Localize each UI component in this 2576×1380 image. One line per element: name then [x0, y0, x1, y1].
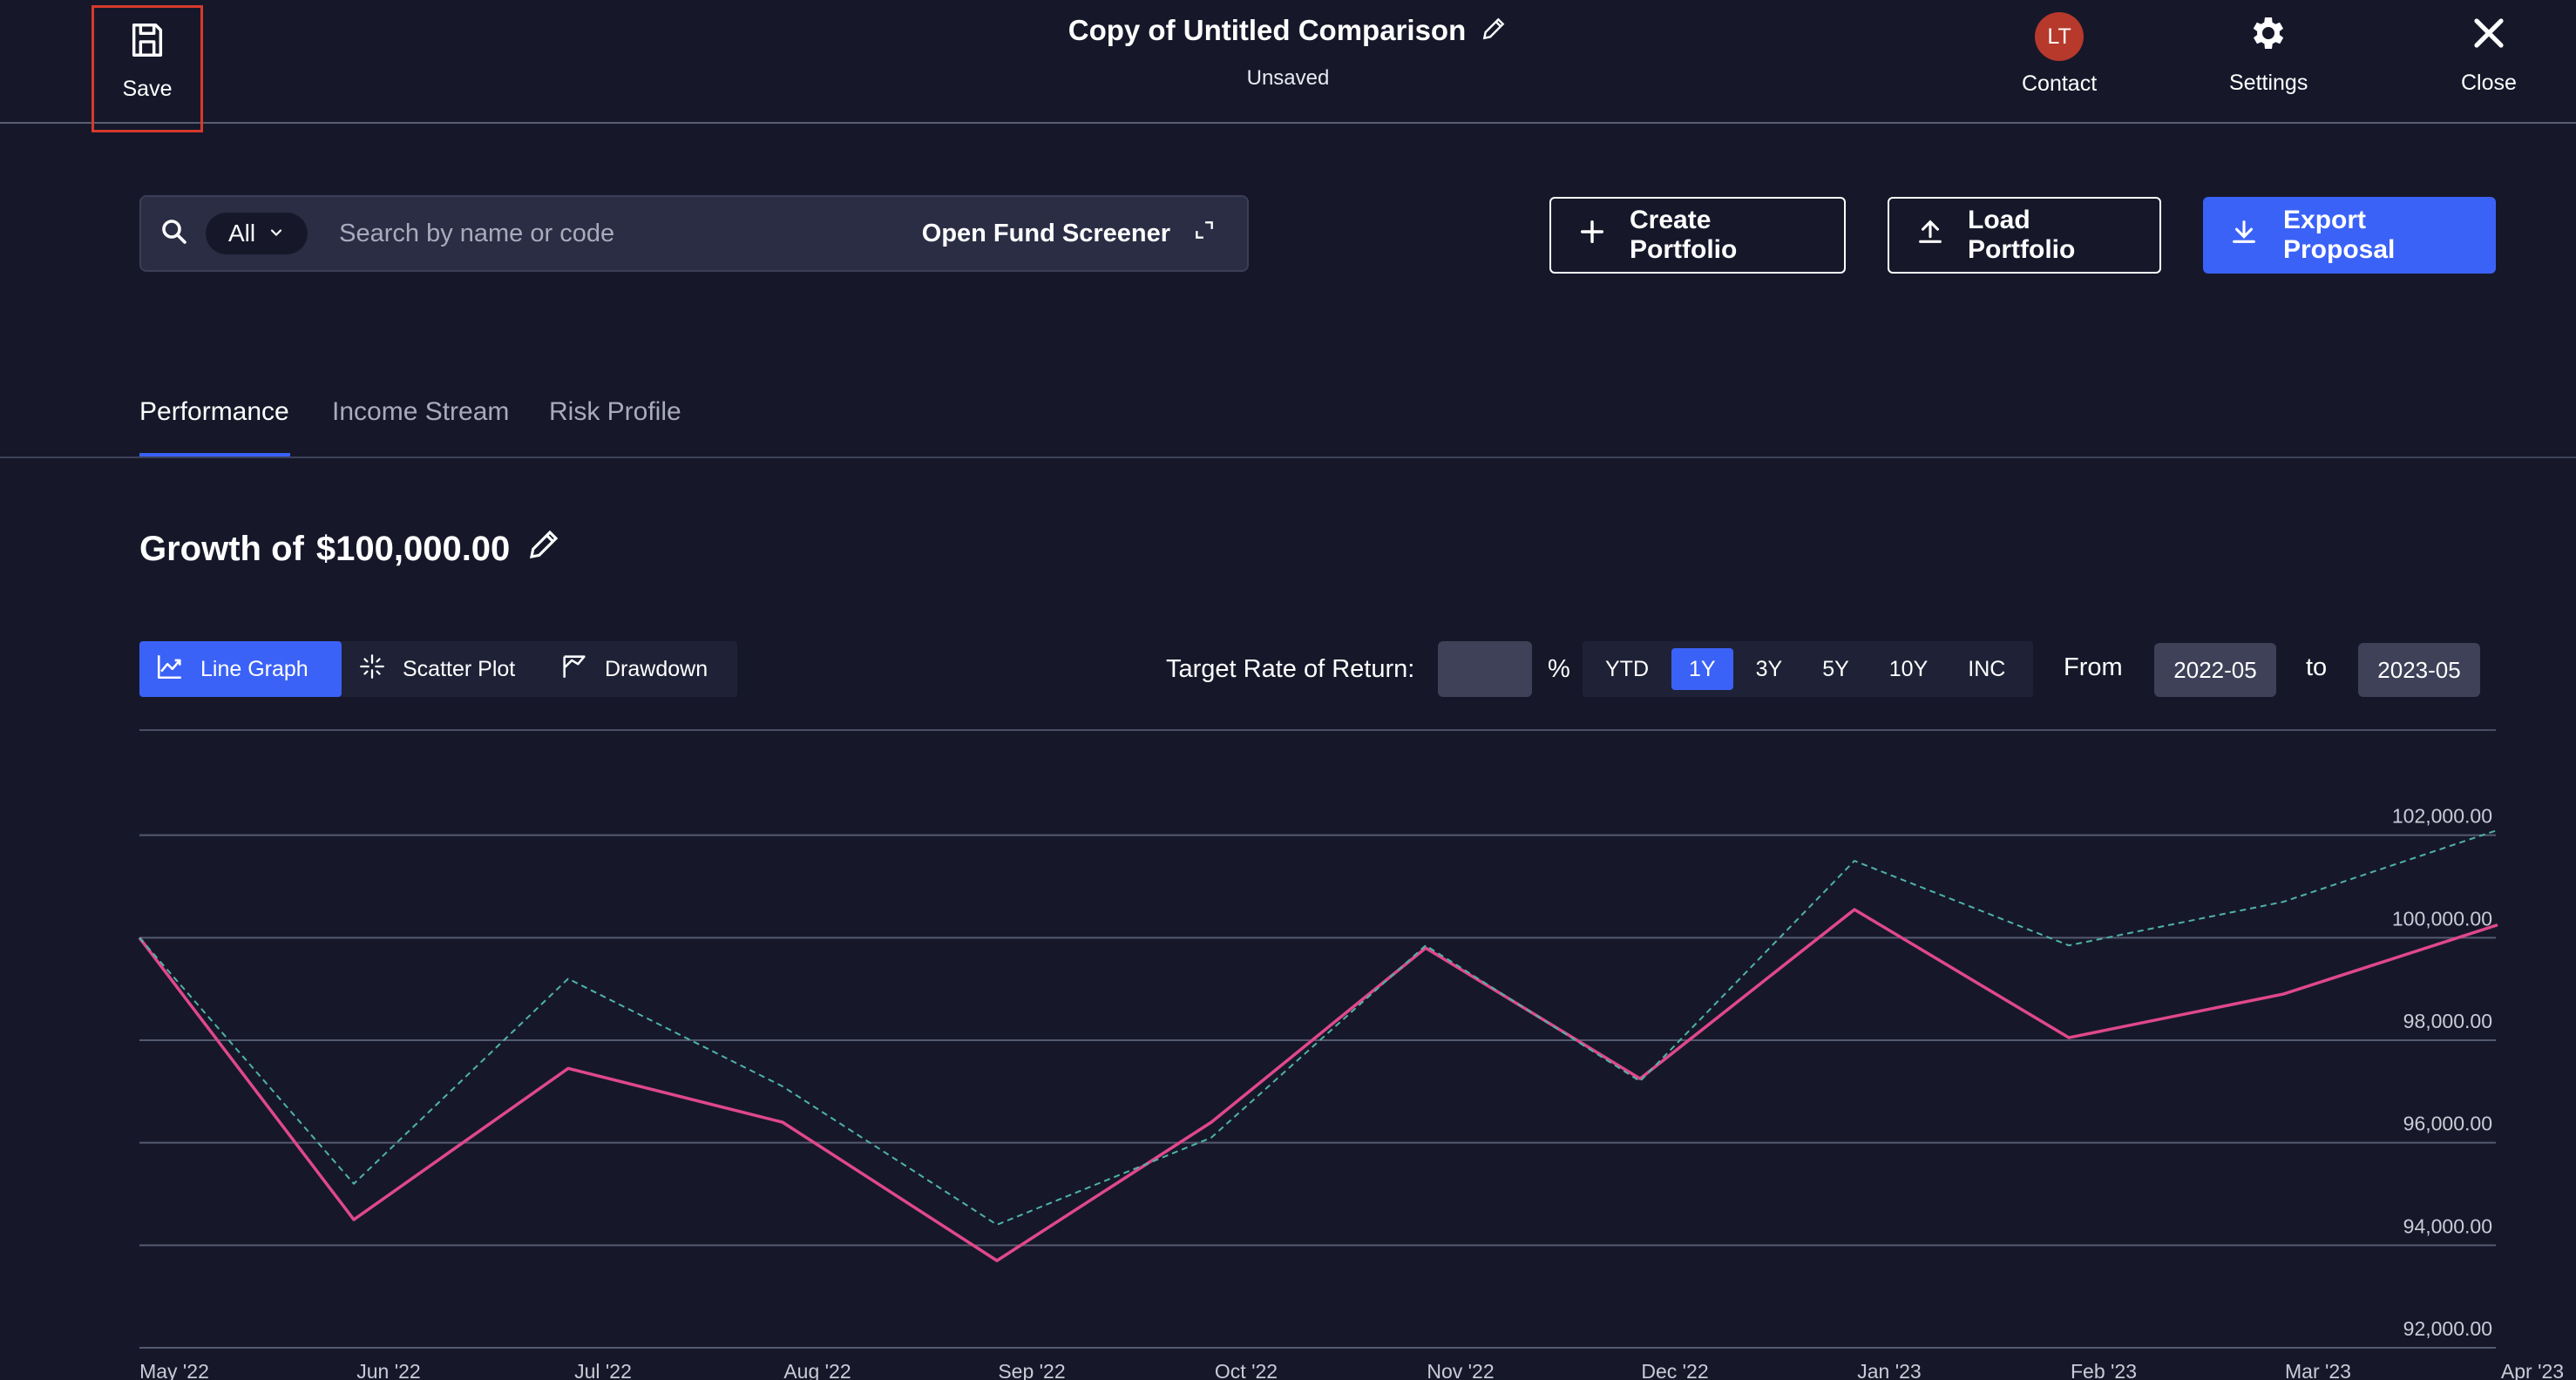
- x-tick-label: Oct '22: [1215, 1360, 1278, 1380]
- close-label: Close: [2461, 71, 2517, 95]
- scatter-plot-label: Scatter Plot: [403, 656, 516, 681]
- from-label: From: [2064, 653, 2123, 681]
- search-filter-dropdown[interactable]: All: [206, 213, 308, 254]
- plus-icon: [1577, 217, 1607, 254]
- period-5y[interactable]: 5Y: [1822, 656, 1849, 681]
- period-ytd[interactable]: YTD: [1605, 656, 1649, 681]
- close-button[interactable]: Close: [2461, 12, 2517, 96]
- document-title: Copy of Untitled Comparison: [1068, 14, 1467, 46]
- tab-bar: Performance Income Stream Risk Profile: [0, 383, 2576, 458]
- chevron-down-icon: [268, 220, 285, 247]
- period-3y[interactable]: 3Y: [1755, 656, 1783, 681]
- search-filter-value: All: [228, 220, 256, 247]
- series-line-solid: [138, 908, 2498, 1262]
- search-input[interactable]: [339, 219, 898, 248]
- contact-label: Contact: [2022, 71, 2098, 96]
- scatter-plot-button[interactable]: Scatter Plot: [342, 641, 544, 697]
- create-portfolio-label: Create Portfolio: [1630, 206, 1738, 264]
- x-tick-label: Feb '23: [2071, 1360, 2137, 1380]
- growth-amount: $100,000.00: [315, 529, 511, 568]
- document-title-area: Copy of Untitled Comparison Unsaved: [0, 14, 2576, 91]
- export-proposal-label: Export Proposal: [2283, 206, 2396, 264]
- chart-view-switcher: Line Graph Scatter Plot Drawdown: [139, 641, 737, 697]
- target-rate-input[interactable]: [1438, 641, 1532, 697]
- to-label: to: [2306, 653, 2328, 681]
- load-portfolio-button[interactable]: Load Portfolio: [1888, 197, 2161, 274]
- x-tick-label: May '22: [139, 1360, 209, 1380]
- fund-search-bar: All Open Fund Screener: [139, 195, 1249, 272]
- period-1y[interactable]: 1Y: [1671, 648, 1733, 690]
- save-button[interactable]: Save: [92, 5, 203, 132]
- scatter-plot-icon: [357, 652, 387, 687]
- line-graph-label: Line Graph: [200, 656, 308, 681]
- open-fund-screener-button[interactable]: Open Fund Screener: [922, 219, 1230, 248]
- growth-prefix: Growth of: [139, 529, 304, 568]
- load-portfolio-label: Load Portfolio: [1968, 206, 2076, 264]
- x-tick-label: Mar '23: [2285, 1360, 2351, 1380]
- gear-icon: [2247, 12, 2289, 58]
- x-tick-label: Dec '22: [1641, 1360, 1708, 1380]
- series-line-dashed: [139, 829, 2498, 1226]
- x-tick-label: Aug '22: [783, 1360, 851, 1380]
- period-inc[interactable]: INC: [1968, 656, 2006, 681]
- line-graph-button[interactable]: Line Graph: [139, 641, 342, 697]
- export-proposal-button[interactable]: Export Proposal: [2203, 197, 2496, 274]
- x-tick-label: Jul '22: [574, 1360, 632, 1380]
- period-10y[interactable]: 10Y: [1888, 656, 1929, 681]
- from-date-picker[interactable]: 2022-05: [2154, 643, 2276, 697]
- percent-symbol: %: [1548, 655, 1570, 683]
- save-status: Unsaved: [1246, 66, 1330, 90]
- tab-risk-profile[interactable]: Risk Profile: [549, 397, 681, 426]
- growth-heading: Growth of $100,000.00: [139, 526, 562, 572]
- drawdown-icon: [559, 652, 589, 687]
- top-bar: Save Copy of Untitled Comparison Unsaved…: [0, 0, 2576, 132]
- save-icon: [127, 20, 167, 64]
- settings-label: Settings: [2229, 71, 2308, 95]
- upload-icon: [1915, 217, 1945, 254]
- to-date-picker[interactable]: 2023-05: [2358, 643, 2480, 697]
- settings-button[interactable]: Settings: [2229, 12, 2308, 96]
- line-chart-icon: [155, 652, 185, 687]
- x-tick-label: Nov '22: [1427, 1360, 1494, 1380]
- active-tab-indicator: [139, 453, 290, 457]
- contact-button[interactable]: LT Contact: [2022, 12, 2097, 97]
- search-icon: [159, 216, 190, 252]
- save-label: Save: [122, 77, 173, 101]
- x-tick-label: Apr '23: [2501, 1360, 2564, 1380]
- y-tick-label: 92,000.00: [2403, 1317, 2492, 1340]
- period-selector: YTD 1Y 3Y 5Y 10Y INC: [1583, 641, 2034, 697]
- growth-line-chart: 92,000.00 94,000.00 96,000.00 98,000.00 100,…: [138, 729, 2564, 1380]
- y-tick-label: 94,000.00: [2403, 1214, 2492, 1237]
- avatar: LT: [2035, 12, 2085, 61]
- x-tick-label: Jun '22: [356, 1360, 420, 1380]
- y-tick-label: 102,000.00: [2392, 805, 2492, 828]
- target-rate-label: Target Rate of Return:: [1166, 655, 1415, 683]
- y-tick-label: 100,000.00: [2392, 907, 2492, 930]
- edit-amount-icon[interactable]: [522, 526, 562, 572]
- drawdown-label: Drawdown: [605, 656, 708, 681]
- expand-icon: [1193, 219, 1216, 248]
- x-tick-label: Sep '22: [998, 1360, 1065, 1380]
- tab-income-stream[interactable]: Income Stream: [332, 397, 510, 426]
- create-portfolio-button[interactable]: Create Portfolio: [1549, 197, 1846, 274]
- edit-title-icon[interactable]: [1480, 15, 1508, 47]
- y-tick-label: 98,000.00: [2403, 1010, 2492, 1032]
- drawdown-button[interactable]: Drawdown: [544, 641, 737, 697]
- tab-performance[interactable]: Performance: [139, 397, 289, 426]
- open-fund-screener-label: Open Fund Screener: [921, 219, 1170, 247]
- x-tick-label: Jan '23: [1857, 1360, 1921, 1380]
- close-icon: [2468, 12, 2510, 58]
- y-tick-label: 96,000.00: [2403, 1113, 2492, 1135]
- download-icon: [2229, 217, 2259, 254]
